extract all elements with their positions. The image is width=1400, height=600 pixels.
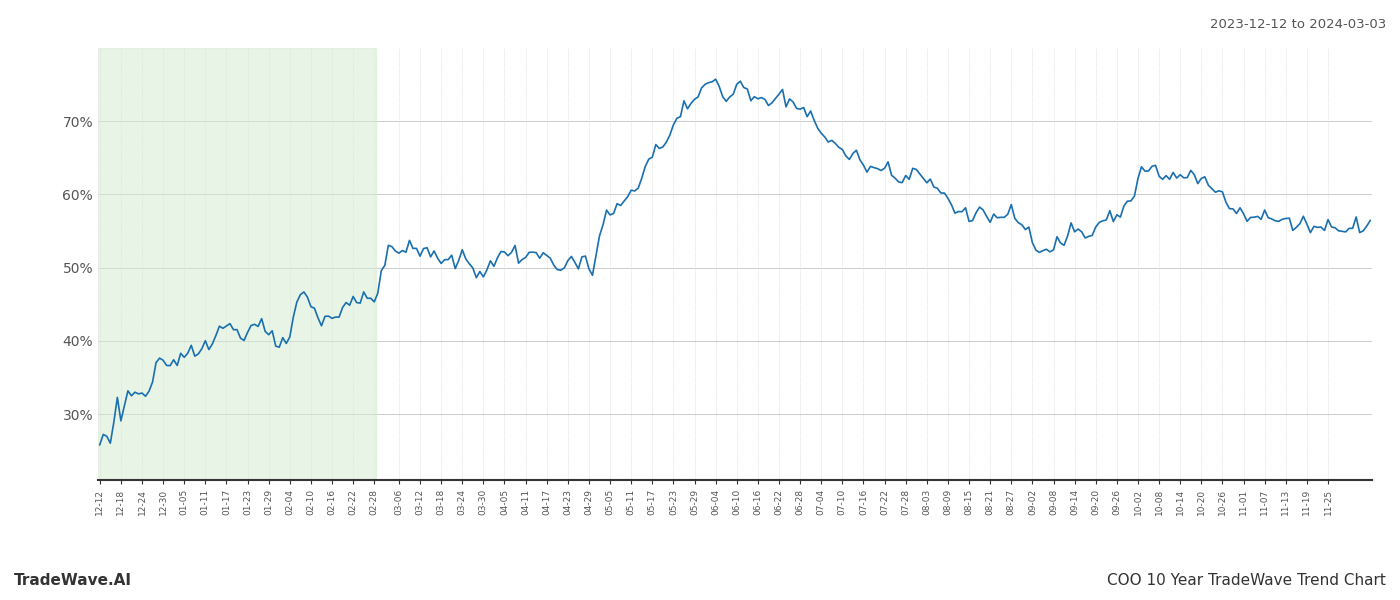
- Text: 2023-12-12 to 2024-03-03: 2023-12-12 to 2024-03-03: [1210, 18, 1386, 31]
- Text: COO 10 Year TradeWave Trend Chart: COO 10 Year TradeWave Trend Chart: [1107, 573, 1386, 588]
- Bar: [98, 48, 377, 480]
- Text: TradeWave.AI: TradeWave.AI: [14, 573, 132, 588]
